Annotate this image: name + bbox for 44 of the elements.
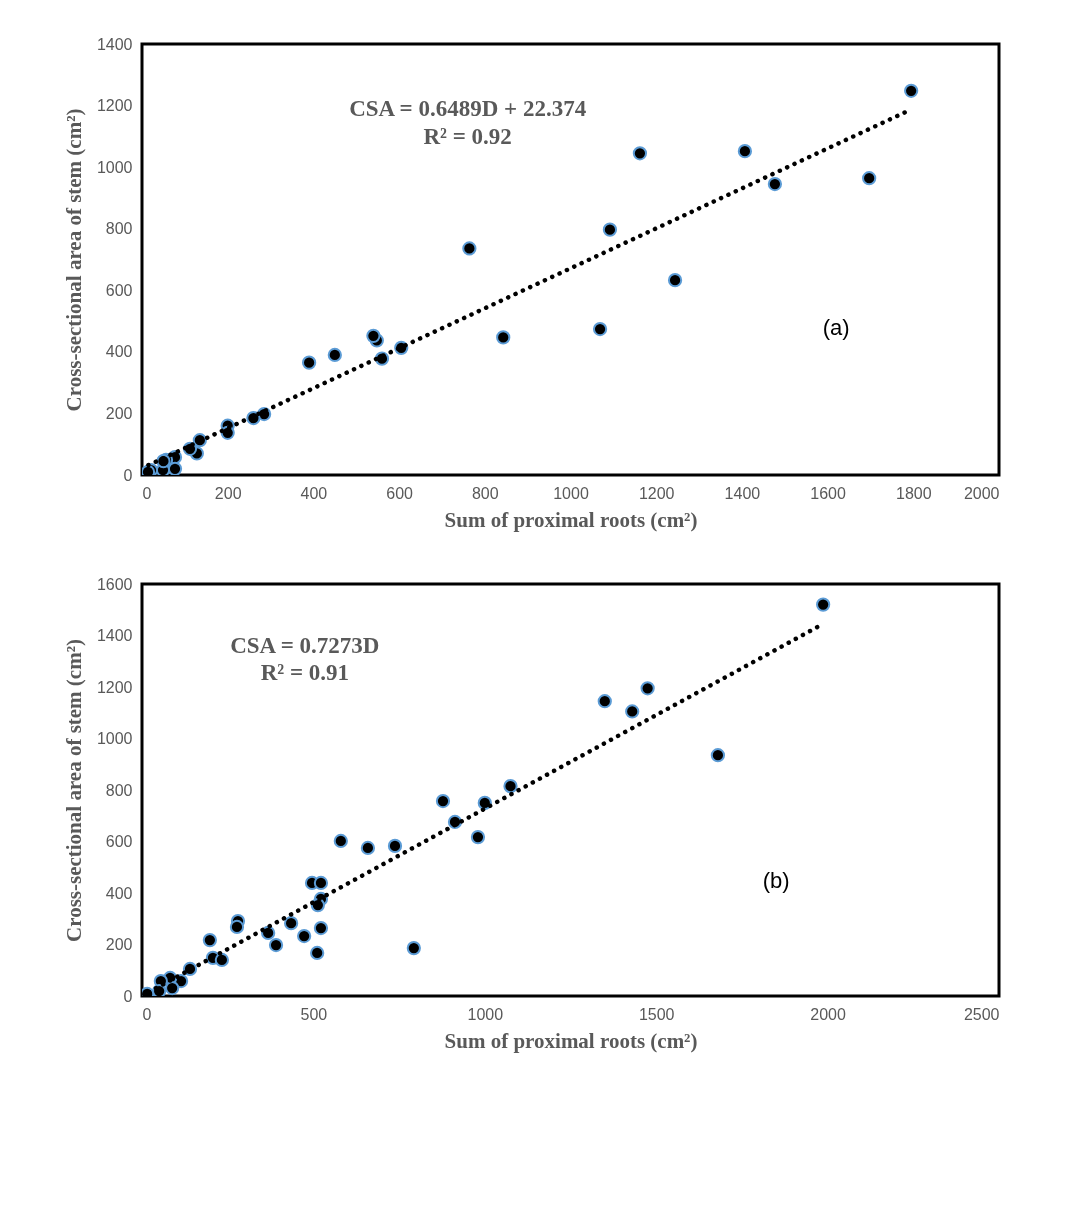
x-tick-label: 1200 bbox=[638, 484, 675, 502]
x-tick-label: 1000 bbox=[553, 484, 589, 502]
y-tick-label: 1200 bbox=[96, 678, 133, 696]
annotation: R² = 0.91 bbox=[260, 659, 350, 685]
x-tick-label: 1400 bbox=[724, 484, 761, 502]
y-tick-label: 400 bbox=[105, 343, 133, 361]
y-tick-label: 800 bbox=[105, 781, 133, 799]
x-tick-label: 2500 bbox=[963, 1005, 1000, 1023]
y-tick-label: 800 bbox=[105, 220, 133, 238]
x-axis-title: Sum of proximal roots (cm²) bbox=[444, 507, 698, 532]
y-tick-label: 1400 bbox=[96, 627, 133, 644]
y-axis-title: Cross-sectional area of stem (cm²) bbox=[61, 639, 86, 942]
y-tick-label: 1600 bbox=[96, 575, 133, 593]
x-tick-label: 2000 bbox=[963, 484, 1000, 502]
x-tick-label: 1000 bbox=[467, 1005, 504, 1023]
y-tick-label: 400 bbox=[105, 884, 133, 902]
y-tick-label: 1200 bbox=[96, 97, 133, 115]
x-tick-label: 1600 bbox=[810, 484, 846, 502]
y-tick-label: 1000 bbox=[96, 158, 133, 176]
x-tick-label: 500 bbox=[300, 1005, 328, 1023]
y-axis-title: Cross-sectional area of stem (cm²) bbox=[61, 108, 86, 412]
x-tick-label: 0 bbox=[142, 484, 152, 502]
annotation: (b) bbox=[762, 867, 790, 893]
y-tick-label: 0 bbox=[123, 466, 133, 484]
x-tick-label: 800 bbox=[471, 484, 499, 502]
x-tick-label: 0 bbox=[142, 1005, 152, 1023]
y-tick-label: 200 bbox=[105, 404, 133, 422]
x-axis-title: Sum of proximal roots (cm²) bbox=[444, 1028, 698, 1053]
annotation: (a) bbox=[822, 315, 850, 341]
y-tick-label: 0 bbox=[123, 987, 133, 1005]
annotation: R² = 0.92 bbox=[423, 123, 512, 149]
y-tick-label: 1400 bbox=[96, 35, 133, 53]
annotation: CSA = 0.7273D bbox=[230, 632, 380, 658]
y-tick-label: 600 bbox=[105, 281, 133, 299]
y-tick-label: 1000 bbox=[96, 730, 133, 747]
y-tick-label: 200 bbox=[105, 936, 133, 953]
x-tick-label: 600 bbox=[386, 484, 414, 502]
x-tick-label: 1500 bbox=[638, 1005, 675, 1023]
x-tick-label: 200 bbox=[214, 484, 242, 502]
x-tick-label: 400 bbox=[300, 484, 328, 502]
x-tick-label: 2000 bbox=[810, 1005, 846, 1023]
y-tick-label: 600 bbox=[105, 833, 133, 850]
annotation: CSA = 0.6489D + 22.374 bbox=[349, 95, 587, 121]
x-tick-label: 1800 bbox=[896, 484, 932, 502]
